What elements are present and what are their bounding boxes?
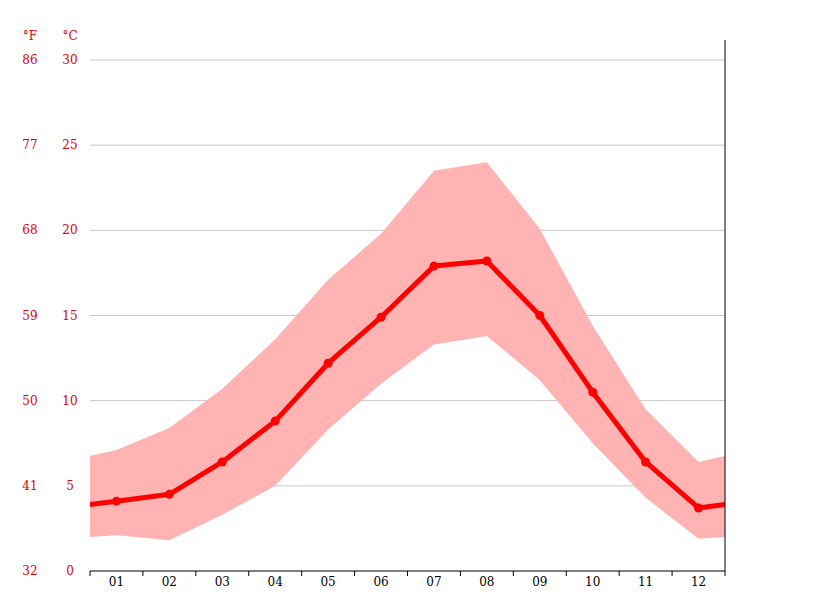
series-marker bbox=[218, 457, 227, 466]
x-tick-label: 05 bbox=[320, 575, 335, 589]
y2-tick-label: 77 bbox=[22, 138, 37, 152]
y-tick-label: 0 bbox=[66, 564, 74, 578]
x-tick-mark bbox=[301, 571, 302, 576]
series-marker bbox=[482, 256, 491, 265]
series-marker bbox=[429, 262, 438, 271]
y2-tick-label: 86 bbox=[22, 53, 37, 67]
x-tick-mark bbox=[566, 571, 567, 576]
y-axis-label: °C bbox=[62, 29, 77, 43]
x-tick-mark bbox=[672, 571, 673, 576]
y2-tick-label: 68 bbox=[22, 223, 37, 237]
x-tick-label: 12 bbox=[691, 575, 706, 589]
series-marker bbox=[165, 490, 174, 499]
x-tick-label: 01 bbox=[109, 575, 124, 589]
x-tick-mark bbox=[460, 571, 461, 576]
chart-container: 05101520253032415059687786°C°F0102030405… bbox=[0, 0, 815, 611]
x-tick-mark bbox=[354, 571, 355, 576]
y-tick-label: 10 bbox=[62, 394, 77, 408]
chart-svg: 05101520253032415059687786°C°F0102030405… bbox=[0, 0, 815, 611]
x-tick-label: 10 bbox=[585, 575, 600, 589]
x-tick-mark bbox=[725, 571, 726, 576]
y2-tick-label: 41 bbox=[22, 479, 37, 493]
range-band bbox=[90, 162, 725, 540]
y-tick-label: 15 bbox=[62, 309, 77, 323]
x-tick-mark bbox=[90, 571, 91, 576]
y2-tick-label: 32 bbox=[22, 564, 37, 578]
x-tick-mark bbox=[195, 571, 196, 576]
x-tick-mark bbox=[513, 571, 514, 576]
y-tick-label: 25 bbox=[62, 138, 77, 152]
x-tick-label: 06 bbox=[373, 575, 388, 589]
grid-line bbox=[90, 60, 725, 61]
x-tick-label: 11 bbox=[638, 575, 653, 589]
series-marker bbox=[588, 388, 597, 397]
series-marker bbox=[112, 497, 121, 506]
right-axis-line bbox=[725, 40, 726, 571]
x-tick-mark bbox=[619, 571, 620, 576]
series-line bbox=[116, 261, 698, 508]
series-marker bbox=[377, 313, 386, 322]
x-tick-label: 02 bbox=[162, 575, 177, 589]
y-tick-label: 5 bbox=[66, 479, 74, 493]
series-marker bbox=[271, 417, 280, 426]
x-tick-mark bbox=[142, 571, 143, 576]
y-tick-label: 20 bbox=[62, 223, 77, 237]
series-marker bbox=[324, 359, 333, 368]
grid-line bbox=[90, 145, 725, 146]
series-marker bbox=[641, 457, 650, 466]
x-tick-label: 08 bbox=[479, 575, 494, 589]
x-tick-mark bbox=[248, 571, 249, 576]
y2-axis-label: °F bbox=[23, 29, 37, 43]
y-tick-label: 30 bbox=[62, 53, 77, 67]
plot-area bbox=[90, 162, 725, 540]
y2-tick-label: 59 bbox=[22, 309, 37, 323]
x-tick-label: 07 bbox=[426, 575, 441, 589]
series-marker bbox=[694, 503, 703, 512]
y2-tick-label: 50 bbox=[22, 394, 37, 408]
series-marker bbox=[535, 311, 544, 320]
x-tick-label: 03 bbox=[215, 575, 230, 589]
x-tick-mark bbox=[407, 571, 408, 576]
x-tick-label: 04 bbox=[268, 575, 284, 589]
x-tick-label: 09 bbox=[532, 575, 547, 589]
